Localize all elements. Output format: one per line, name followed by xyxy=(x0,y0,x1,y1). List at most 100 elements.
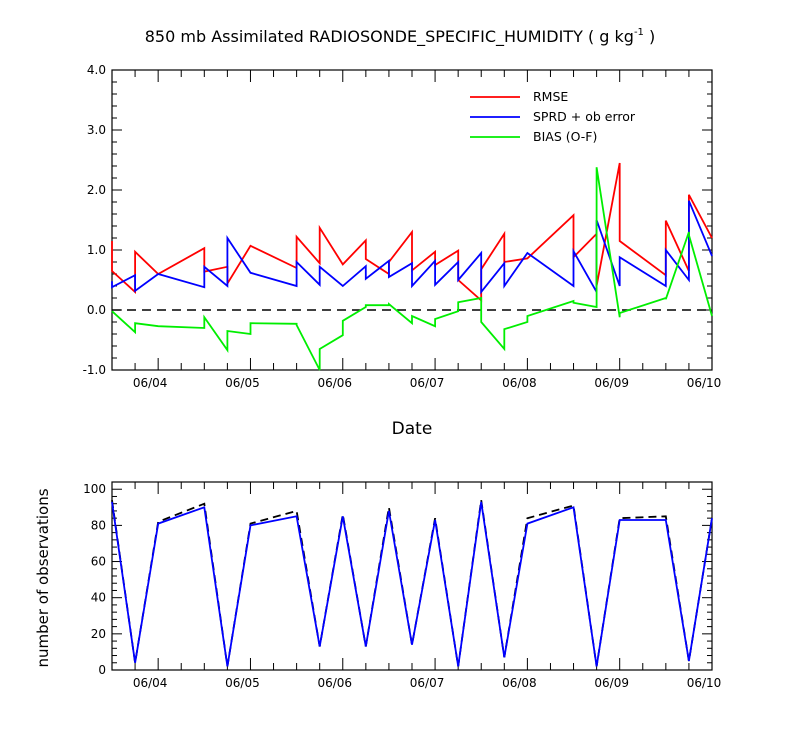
series-bias-point xyxy=(573,300,575,302)
bottom-ytick-label: 60 xyxy=(91,555,106,569)
series-rmse-point xyxy=(688,194,690,196)
obs-series-used-point xyxy=(527,523,529,525)
series-rmse-point xyxy=(573,214,575,216)
series-bias-point xyxy=(619,312,621,314)
series-bias-point xyxy=(250,322,252,324)
series-sprd-point xyxy=(111,286,113,288)
series-sprd-point xyxy=(619,285,621,287)
series-sprd-point xyxy=(688,200,690,202)
chart-title-sup: -1 xyxy=(634,27,644,38)
obs-series-used xyxy=(111,501,713,667)
series-sprd-point xyxy=(573,285,575,287)
obs-series-possible-point xyxy=(527,517,529,519)
top-xtick-label: 06/04 xyxy=(133,376,168,390)
series-bias-point xyxy=(411,315,413,317)
series-bias-point xyxy=(134,331,136,333)
top-xtick-label: 06/10 xyxy=(687,376,722,390)
series-rmse-point xyxy=(250,245,252,247)
series-sprd-point xyxy=(457,261,459,263)
series-sprd-point xyxy=(665,249,667,251)
series-rmse-point xyxy=(619,162,621,164)
series-sprd-point xyxy=(227,285,229,287)
bottom-xtick-label: 06/07 xyxy=(410,676,445,690)
series-sprd-point xyxy=(457,279,459,281)
top-ytick-label: 1.0 xyxy=(87,243,106,257)
series-sprd-point xyxy=(527,252,529,254)
series-bias-point xyxy=(111,310,113,312)
top-xtick-label: 06/09 xyxy=(594,376,629,390)
series-rmse-point xyxy=(527,258,529,260)
obs-series-used-point xyxy=(157,523,159,525)
obs-series-used-point xyxy=(319,646,321,648)
series-bias-point xyxy=(204,316,206,318)
series-bias-point xyxy=(388,303,390,305)
series-rmse-point xyxy=(711,237,713,239)
series-bias-point xyxy=(365,306,367,308)
top-xtick-label: 06/06 xyxy=(317,376,352,390)
series-bias-point xyxy=(342,320,344,322)
legend-label-bias: BIAS (O-F) xyxy=(533,129,597,144)
series-sprd-point xyxy=(434,260,436,262)
series-sprd-point xyxy=(342,285,344,287)
series-rmse-point xyxy=(134,251,136,253)
series-bias-point xyxy=(365,304,367,306)
obs-series-used-point xyxy=(504,657,506,659)
top-ytick-label: 2.0 xyxy=(87,183,106,197)
series-bias-point xyxy=(688,234,690,236)
series-sprd-point xyxy=(204,286,206,288)
series-sprd-point xyxy=(134,290,136,292)
series-rmse-point xyxy=(434,251,436,253)
chart-title-end: ) xyxy=(644,27,655,46)
top-ytick-label: 0.0 xyxy=(87,303,106,317)
top-ytick-label: 3.0 xyxy=(87,123,106,137)
obs-series-used-point xyxy=(665,519,667,521)
obs-series-used-point xyxy=(388,510,390,512)
obs-series-used-point xyxy=(111,501,113,503)
series-sprd-point xyxy=(296,261,298,263)
obs-series-possible-point xyxy=(342,514,344,516)
top-ytick-label: -1.0 xyxy=(83,363,106,377)
bottom-ytick-label: 80 xyxy=(91,518,106,532)
series-bias-point xyxy=(665,298,667,300)
series-sprd-point xyxy=(619,256,621,258)
obs-series-used-point xyxy=(573,507,575,509)
series-bias-point xyxy=(504,348,506,350)
series-sprd-point xyxy=(480,291,482,293)
series-bias-point xyxy=(134,322,136,324)
obs-series-used-point xyxy=(342,516,344,518)
series-sprd-point xyxy=(434,284,436,286)
series-rmse-point xyxy=(319,262,321,264)
top-x-axis-label: Date xyxy=(392,419,433,439)
chart-title: 850 mb Assimilated RADIOSONDE_SPECIFIC_H… xyxy=(145,27,656,47)
series-sprd-point xyxy=(365,278,367,280)
series-sprd-point xyxy=(365,265,367,267)
series-bias-point xyxy=(227,330,229,332)
obs-series-used-point xyxy=(480,501,482,503)
series-sprd-point xyxy=(711,255,713,257)
bottom-ytick-label: 40 xyxy=(91,591,106,605)
series-bias-point xyxy=(227,349,229,351)
series-sprd-point xyxy=(250,272,252,274)
series-bias-point xyxy=(157,325,159,327)
obs-series-used-point xyxy=(619,519,621,521)
obs-series-used-point xyxy=(134,662,136,664)
obs-series-possible-point xyxy=(250,523,252,525)
series-bias-point xyxy=(596,306,598,308)
series-rmse-point xyxy=(619,240,621,242)
obs-series-used-point xyxy=(296,516,298,518)
series-bias-point xyxy=(711,315,713,317)
series-sprd-point xyxy=(388,260,390,262)
series-sprd-point xyxy=(319,266,321,268)
obs-series-used-point xyxy=(596,666,598,668)
bottom-xtick-label: 06/06 xyxy=(317,676,352,690)
series-bias-point xyxy=(504,328,506,330)
obs-series-possible-point xyxy=(204,503,206,505)
series-bias-point xyxy=(619,316,621,318)
obs-series-used-point xyxy=(250,525,252,527)
series-bias-point xyxy=(527,321,529,323)
series-sprd-point xyxy=(388,276,390,278)
series-rmse-point xyxy=(457,250,459,252)
top-ytick-label: 4.0 xyxy=(87,63,106,77)
bottom-xtick-label: 06/04 xyxy=(133,676,168,690)
